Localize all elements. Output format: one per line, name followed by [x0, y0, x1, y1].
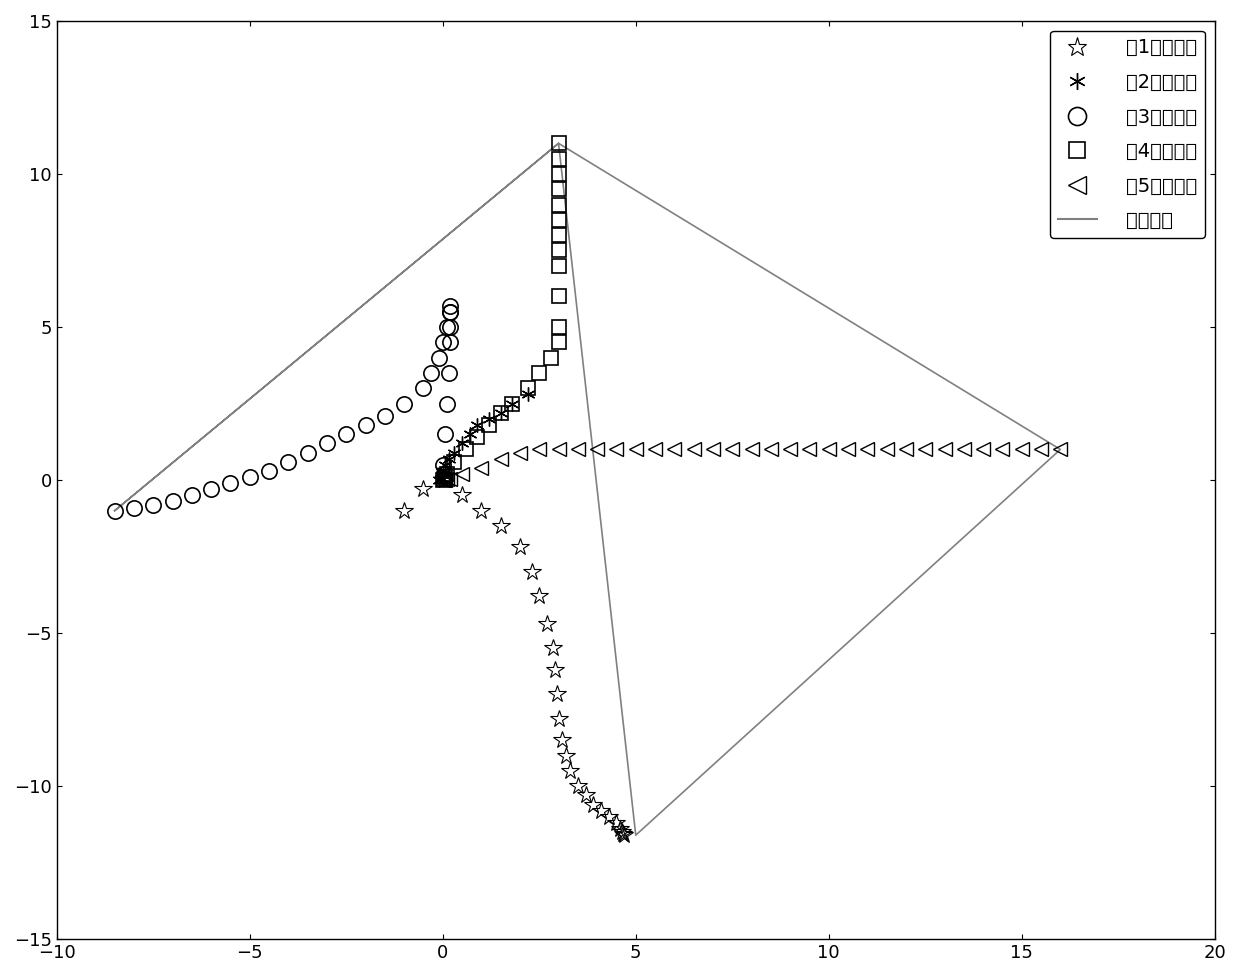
Legend: 第1个机器人, 第2个机器人, 第3个机器人, 第4个机器人, 第5个机器人, 最终队形: 第1个机器人, 第2个机器人, 第3个机器人, 第4个机器人, 第5个机器人, … — [1050, 30, 1205, 238]
